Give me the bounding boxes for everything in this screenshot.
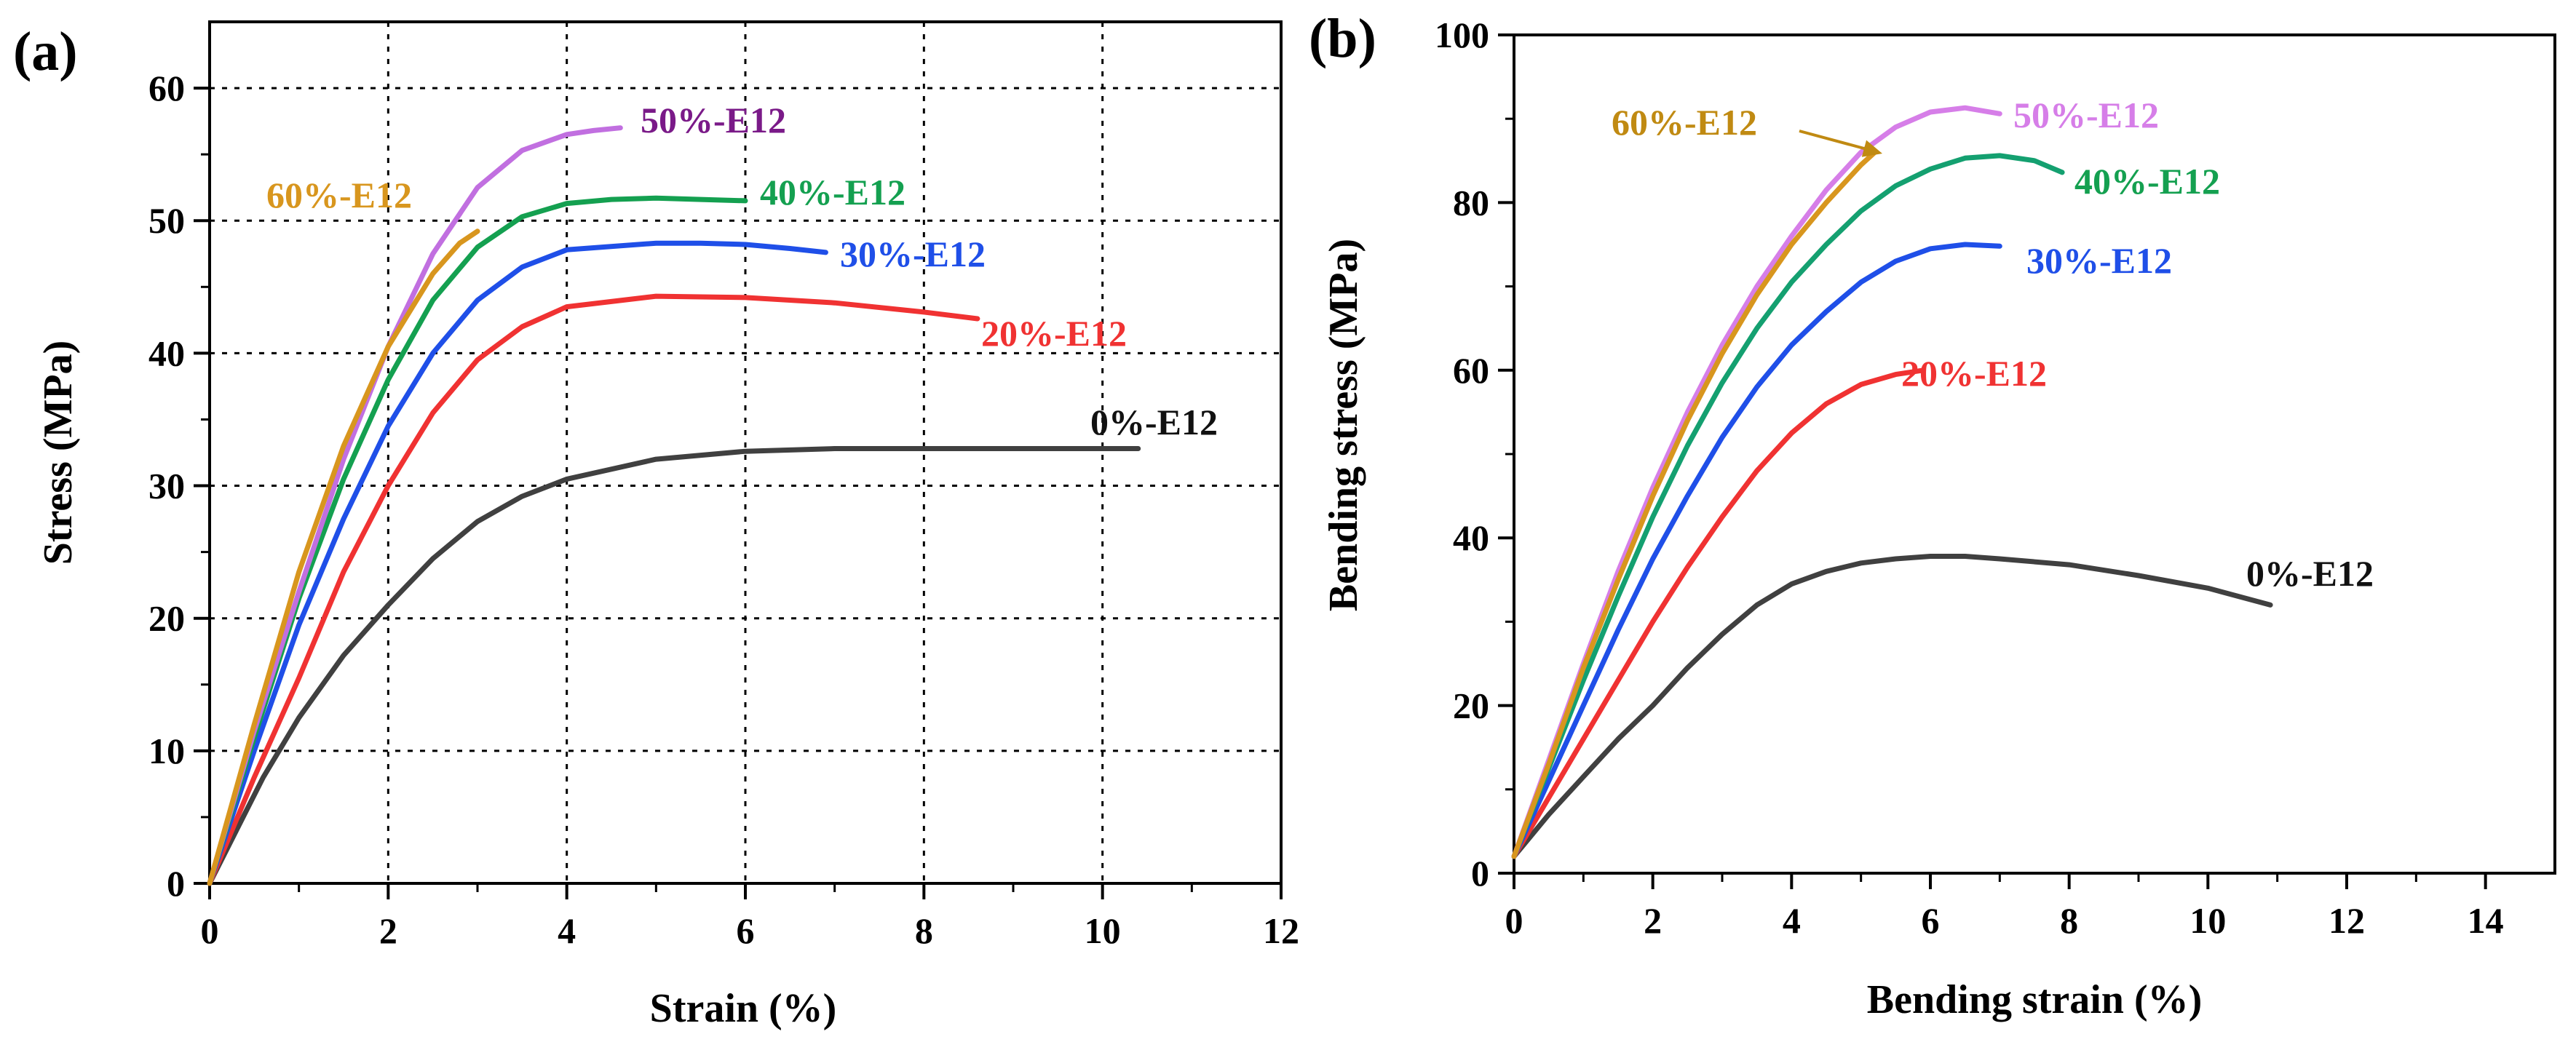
chart-0-x-tick-label: 4	[558, 910, 576, 951]
chart-1-y-tick-label: 20	[1453, 685, 1489, 726]
chart-1-series-line-0pct-e12	[1511, 554, 2273, 859]
chart-0-series-line-30pct-e12	[207, 240, 828, 886]
chart-1-x-tick-label: 4	[1783, 900, 1801, 941]
chart-0-y-tick-label: 0	[167, 863, 185, 904]
chart-1-annotation-arrow	[1799, 130, 1873, 152]
chart-0-x-axis-title: Strain (%)	[650, 986, 837, 1031]
chart-1-series-label-0pct-e12: 0%-E12	[2246, 553, 2374, 594]
chart-0-series-line-0pct-e12	[207, 446, 1141, 886]
chart-1-x-axis-title: Bending strain (%)	[1867, 977, 2203, 1022]
chart-1-x-tick-label: 2	[1644, 900, 1662, 941]
chart-0-y-tick-label: 40	[148, 333, 185, 373]
chart-1-y-axis-title: Bending stress (MPa)	[1321, 239, 1366, 611]
chart-0-y-tick-label: 20	[148, 598, 185, 639]
chart-1-series-line-30pct-e12	[1511, 242, 2002, 859]
chart-0-series-label-30pct-e12: 30%-E12	[840, 234, 986, 274]
chart-0-series-label-60pct-e12: 60%-E12	[266, 175, 412, 215]
chart-0: 0 2 4 6 8 10 12 0 10 20 30 40 50 60 Strain (%) Stress (…	[13, 20, 1299, 1031]
chart-0-panel-label: (a)	[13, 21, 78, 82]
chart-0-series-label-40pct-e12: 40%-E12	[760, 172, 905, 212]
chart-0-y-tick-label: 60	[148, 68, 185, 108]
chart-1-x-tick-label: 12	[2329, 900, 2365, 941]
chart-1-series-line-20pct-e12	[1511, 367, 1926, 859]
chart-1-annotation-arrowhead	[1861, 140, 1882, 157]
chart-0-series-line-20pct-e12	[207, 293, 980, 886]
chart-0-x-tick-label: 0	[201, 910, 219, 951]
chart-0-y-axis-title: Stress (MPa)	[36, 341, 81, 565]
chart-1-series-line-40pct-e12	[1511, 153, 2065, 859]
chart-0-x-tick-label: 6	[737, 910, 755, 951]
chart-0-series-line-60pct-e12	[207, 228, 480, 886]
chart-0-series-line-50pct-e12	[207, 125, 623, 886]
chart-1-series-label-40pct-e12: 40%-E12	[2074, 161, 2220, 202]
chart-1-series-line-60pct-e12	[1511, 149, 1878, 859]
chart-0-series-label-20pct-e12: 20%-E12	[981, 313, 1127, 354]
chart-0-x-tick-label: 2	[379, 910, 397, 951]
chart-1-x-tick-label: 0	[1505, 900, 1523, 941]
chart-0-y-tick-label: 10	[148, 731, 185, 771]
chart-1: 0 2 4 6 8 10 12 14 0 20 40 60 80 100 Bending strain (%…	[1309, 8, 2556, 1022]
chart-0-x-tick-label: 8	[915, 910, 933, 951]
chart-0-x-tick-label: 12	[1263, 910, 1299, 951]
chart-0-series-label-0pct-e12: 0%-E12	[1090, 402, 1218, 442]
chart-1-series-label-50pct-e12: 50%-E12	[2013, 95, 2159, 135]
chart-1-y-tick-label: 80	[1453, 182, 1489, 223]
chart-1-series-line-50pct-e12	[1511, 105, 2002, 859]
chart-1-x-tick-label: 6	[1922, 900, 1940, 941]
chart-0-y-tick-label: 50	[148, 200, 185, 241]
chart-1-panel-label: (b)	[1309, 8, 1376, 69]
chart-1-series-label-60pct-e12: 60%-E12	[1612, 102, 1757, 143]
chart-1-x-tick-label: 10	[2189, 900, 2226, 941]
chart-1-y-tick-label: 100	[1435, 15, 1489, 55]
chart-1-y-tick-label: 60	[1453, 350, 1489, 391]
chart-0-series-label-50pct-e12: 50%-E12	[641, 100, 786, 140]
chart-0-y-tick-label: 30	[148, 466, 185, 506]
chart-1-x-tick-label: 14	[2468, 900, 2504, 941]
chart-1-series-label-20pct-e12: 20%-E12	[1901, 353, 2047, 394]
chart-1-series-label-30pct-e12: 30%-E12	[2026, 240, 2172, 281]
chart-1-y-tick-label: 0	[1471, 853, 1489, 894]
chart-1-y-tick-label: 40	[1453, 517, 1489, 558]
chart-0-x-tick-label: 10	[1085, 910, 1121, 951]
chart-1-x-tick-label: 8	[2060, 900, 2078, 941]
